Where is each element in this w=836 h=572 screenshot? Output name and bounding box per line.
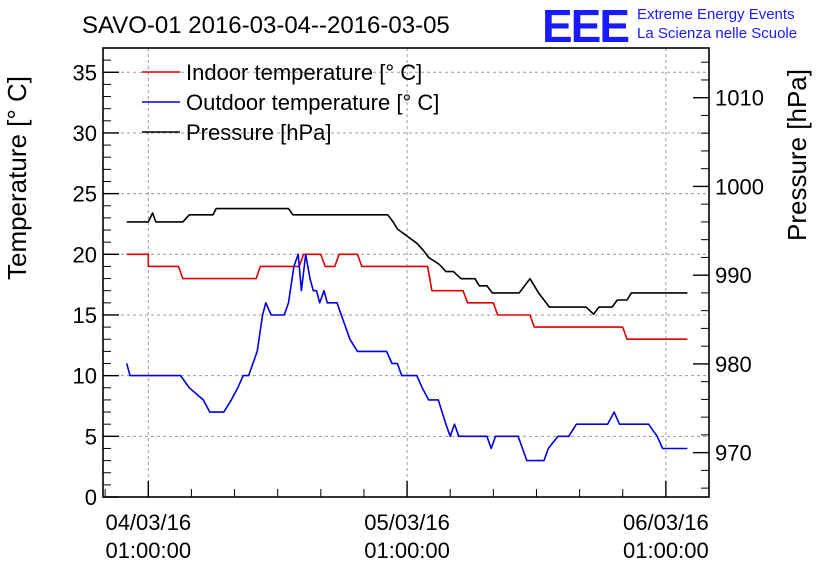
- series-line-pressure: [126, 207, 688, 315]
- y-tick-label: 35: [73, 60, 97, 85]
- series-lines: [125, 207, 688, 462]
- axes: 0 5 10 15 20 25 30 35 970 980 990 1000 1010 04/03/16 0…: [73, 47, 764, 563]
- y-tick-label: 15: [73, 303, 97, 328]
- x-tick-label-time: 01:00:00: [364, 538, 450, 563]
- series-line-outdoor: [125, 253, 688, 462]
- legend-label-pressure: Pressure [hPa]: [186, 120, 332, 145]
- logo-line-2: La Scienza nelle Scuole: [637, 25, 797, 42]
- y2-axis-label: Pressure [hPa]: [782, 69, 812, 241]
- legend-label-outdoor: Outdoor temperature [° C]: [186, 90, 439, 115]
- plot-frame: [102, 47, 710, 498]
- y2-tick-label: 990: [715, 263, 752, 288]
- y-tick-label: 25: [73, 182, 97, 207]
- y2-tick-label: 1010: [715, 86, 764, 111]
- y-axis-label: Temperature [° C]: [2, 76, 32, 280]
- x-tick-label-time: 01:00:00: [105, 538, 191, 563]
- y2-tick-label: 1000: [715, 174, 764, 199]
- y-tick-label: 20: [73, 242, 97, 267]
- series-line-indoor: [126, 253, 688, 340]
- y-tick-label: 5: [85, 424, 97, 449]
- x-tick-label-date: 05/03/16: [364, 510, 450, 535]
- legend-label-indoor: Indoor temperature [° C]: [186, 60, 422, 85]
- x-tick-label-date: 04/03/16: [105, 510, 191, 535]
- y2-tick-label: 980: [715, 352, 752, 377]
- logo-mark: EEE: [542, 0, 628, 52]
- x-tick-label-time: 01:00:00: [623, 538, 709, 563]
- chart-title: SAVO-01 2016-03-04--2016-03-05: [82, 12, 450, 39]
- x-tick-label-date: 06/03/16: [623, 510, 709, 535]
- y2-tick-label: 970: [715, 441, 752, 466]
- legend: Indoor temperature [° C] Outdoor tempera…: [142, 60, 439, 145]
- grid-lines: [103, 48, 709, 497]
- y-tick-label: 30: [73, 121, 97, 146]
- logo-line-1: Extreme Energy Events: [637, 6, 795, 23]
- y-tick-label: 10: [73, 364, 97, 389]
- eee-logo: EEE Extreme Energy Events La Scienza nel…: [542, 0, 797, 52]
- y-tick-label: 0: [85, 485, 97, 510]
